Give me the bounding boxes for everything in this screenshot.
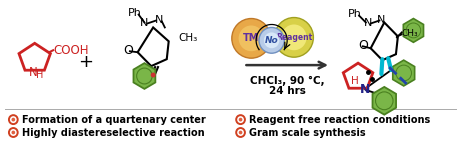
Circle shape <box>259 27 284 53</box>
Text: Gram scale synthesis: Gram scale synthesis <box>249 128 366 138</box>
Text: N: N <box>29 66 38 79</box>
Text: +: + <box>78 53 93 71</box>
Text: O: O <box>358 39 368 52</box>
Circle shape <box>239 131 242 134</box>
Polygon shape <box>134 63 155 89</box>
Text: O: O <box>123 44 133 57</box>
Text: 24 hrs: 24 hrs <box>269 86 306 96</box>
Circle shape <box>9 115 18 124</box>
Polygon shape <box>373 87 396 115</box>
Circle shape <box>236 115 245 124</box>
Text: H: H <box>36 70 43 80</box>
Text: CH₃: CH₃ <box>402 29 419 38</box>
Text: N: N <box>364 18 372 28</box>
Circle shape <box>9 128 18 137</box>
Text: Reagent: Reagent <box>276 33 312 42</box>
Text: No: No <box>265 36 278 45</box>
Text: N: N <box>155 14 163 24</box>
Circle shape <box>264 32 279 48</box>
Circle shape <box>274 18 313 57</box>
Text: Highly diastereselective reaction: Highly diastereselective reaction <box>22 128 205 138</box>
Text: COOH: COOH <box>53 44 89 57</box>
Text: CHCl₃, 90 °C,: CHCl₃, 90 °C, <box>250 76 325 86</box>
Circle shape <box>232 18 271 58</box>
Circle shape <box>239 118 242 122</box>
Polygon shape <box>403 18 423 42</box>
Text: Ph: Ph <box>348 9 362 19</box>
Circle shape <box>236 128 245 137</box>
Circle shape <box>151 73 155 77</box>
Text: H: H <box>351 76 359 86</box>
Text: CH₃: CH₃ <box>178 33 198 43</box>
Circle shape <box>11 131 15 134</box>
Circle shape <box>11 118 15 122</box>
Polygon shape <box>393 60 415 86</box>
Text: Reagent free reaction conditions: Reagent free reaction conditions <box>249 115 430 125</box>
Text: N: N <box>360 83 370 96</box>
Circle shape <box>282 24 307 50</box>
Text: N: N <box>377 14 385 24</box>
Circle shape <box>238 25 264 51</box>
Text: Ph: Ph <box>128 8 142 18</box>
Text: N: N <box>140 18 149 28</box>
Text: Formation of a quartenary center: Formation of a quartenary center <box>22 115 206 125</box>
Text: TM: TM <box>243 33 259 43</box>
